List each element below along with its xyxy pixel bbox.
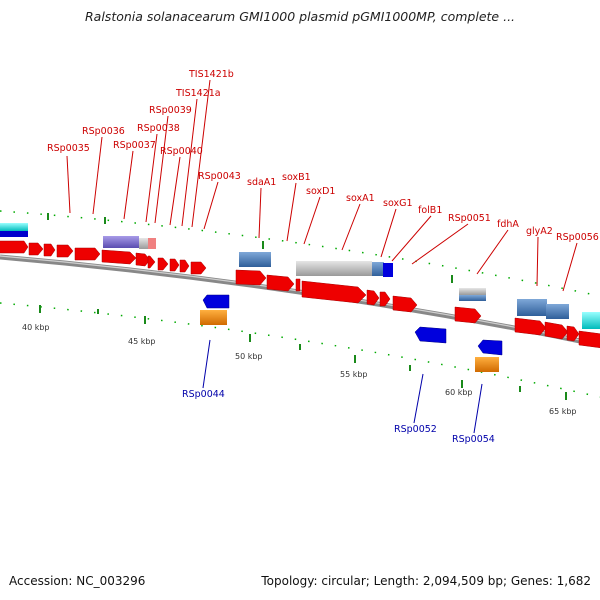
major-ticks [39,213,567,400]
gene-arrow[interactable] [190,261,207,275]
gene-label-RSp0054[interactable]: RSp0054 [452,434,495,445]
gene-label-soxB1[interactable]: soxB1 [282,172,311,183]
gene-arrow[interactable] [101,249,137,265]
gene-arrow[interactable] [392,295,418,313]
gene-label-soxD1[interactable]: soxD1 [306,186,335,197]
gene-label-RSp0037[interactable]: RSp0037 [113,140,156,151]
gene-label-RSp0052[interactable]: RSp0052 [394,424,437,435]
gene-label-glyA2[interactable]: glyA2 [526,226,553,237]
gene-label-sdaA1[interactable]: sdaA1 [247,177,276,188]
gene-arrow[interactable] [135,252,151,267]
feature-bar[interactable] [139,238,148,249]
feature-bar[interactable] [148,238,156,249]
gene-label-soxG1[interactable]: soxG1 [383,198,413,209]
scale-label: 50 kbp [235,352,263,361]
gene-arrow[interactable] [379,291,391,307]
feature-bar[interactable] [0,231,28,237]
gene-label-folB1[interactable]: folB1 [418,205,442,216]
feature-bar[interactable] [239,252,271,267]
gene-arrow[interactable] [147,255,156,269]
gene-arrow[interactable] [169,258,180,272]
gene-arrow[interactable] [454,306,482,324]
gene-label-RSp0040[interactable]: RSp0040 [160,146,203,157]
gene-arrow[interactable] [0,240,29,254]
scale-label: 55 kbp [340,370,368,379]
gene-label-TIS1421b[interactable]: TIS1421b [188,69,234,80]
gene-arrow[interactable] [578,330,600,348]
gene-arrow[interactable] [295,278,301,292]
feature-bar[interactable] [103,236,139,248]
feature-bar[interactable] [0,223,28,231]
scale-label: 65 kbp [549,407,577,416]
leader-lines-bottom [202,339,483,434]
gene-label-fdhA[interactable]: fdhA [497,219,519,230]
gene-arrow[interactable] [301,280,367,304]
gene-label-RSp0038[interactable]: RSp0038 [137,123,180,134]
orange-feature[interactable] [475,357,499,372]
gene-label-soxA1[interactable]: soxA1 [346,193,375,204]
gene-arrow[interactable] [179,259,190,273]
gene-arrow[interactable] [235,269,267,286]
gene-label-RSp0056[interactable]: RSp0056 [556,232,599,243]
minor-ticks [97,309,521,392]
gene-label-RSp0035[interactable]: RSp0035 [47,143,90,154]
gene-arrow-reverse[interactable] [477,339,503,356]
gene-arrow-reverse[interactable] [202,294,230,309]
gene-label-TIS1421a[interactable]: TIS1421a [175,88,221,99]
gene-label-RSp0051[interactable]: RSp0051 [448,213,491,224]
gene-arrow[interactable] [566,325,580,342]
gene-arrow[interactable] [74,247,101,261]
gene-arrow[interactable] [266,274,295,292]
feature-bar[interactable] [459,288,486,295]
gene-label-RSp0043[interactable]: RSp0043 [198,171,241,182]
scale-label: 60 kbp [445,388,473,397]
feature-bar[interactable] [372,262,384,276]
summary-text: Topology: circular; Length: 2,094,509 bp… [261,574,591,588]
map-title: Ralstonia solanacearum GMI1000 plasmid p… [84,9,516,24]
orange-feature[interactable] [200,310,227,325]
scale-label: 45 kbp [128,337,156,346]
scale-label: 40 kbp [22,323,50,332]
feature-bar[interactable] [546,304,569,319]
gene-arrow[interactable] [56,244,74,258]
accession-text: Accession: NC_003296 [9,574,146,588]
gene-arrow[interactable] [43,243,56,257]
gene-label-RSp0036[interactable]: RSp0036 [82,126,125,137]
gene-arrow[interactable] [514,317,547,336]
feature-bar[interactable] [296,261,372,276]
gene-arrow[interactable] [366,289,380,306]
gene-arrow[interactable] [28,242,44,256]
gene-label-RSp0039[interactable]: RSp0039 [149,105,192,116]
gene-arrow[interactable] [544,321,569,340]
forward-genes [0,240,600,348]
feature-track-upper [0,223,600,329]
feature-bar[interactable] [459,295,486,301]
leader-lines-top [66,79,578,292]
feature-bar[interactable] [383,263,393,277]
feature-bar[interactable] [517,299,547,316]
feature-bar[interactable] [582,312,600,329]
gene-label-RSp0044[interactable]: RSp0044 [182,389,225,400]
gene-arrow-reverse[interactable] [414,326,447,344]
reverse-genes [200,294,503,372]
gene-arrow[interactable] [157,257,169,271]
